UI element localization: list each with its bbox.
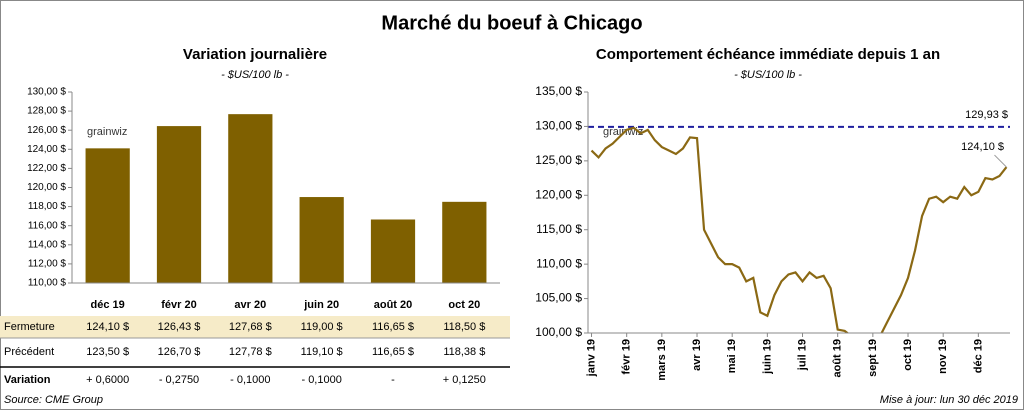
x-tick-label: févr 19 [621,339,633,374]
table-cell: 126,70 $ [158,346,201,358]
table-cell: - [391,374,395,386]
y-tick-label: 118,00 $ [28,201,67,212]
table-cell: 127,68 $ [229,321,272,333]
x-tick-label: juin 20 [303,299,339,311]
row-label: Fermeture [4,321,55,333]
chart-subtitle: - $US/100 lb - [734,69,802,81]
x-tick-label: avr 20 [234,299,266,311]
x-tick-label: sept 19 [867,339,879,377]
x-tick-label: juin 19 [761,339,773,375]
y-tick-label: 126,00 $ [27,125,66,136]
update-note: Mise à jour: lun 30 déc 2019 [880,394,1018,406]
x-tick-label: janv 19 [585,339,597,377]
table-cell: - 0,1000 [301,374,341,386]
y-tick-label: 135,00 $ [535,84,582,98]
bar [370,219,416,283]
table-cell: 119,10 $ [301,346,343,358]
line [590,126,1008,333]
x-tick-label: déc 19 [972,339,984,373]
chart-title: Variation journalière [183,46,327,63]
table-cell: 126,43 $ [158,321,201,333]
bar [299,197,344,283]
x-tick-label: oct 20 [448,299,480,311]
table-cell: 118,38 $ [443,346,485,358]
y-tick-label: 110,00 $ [536,256,582,270]
chart-title: Comportement échéance immédiate depuis 1… [596,46,940,63]
x-tick-label: mai 19 [726,339,738,373]
y-tick-label: 112,00 $ [28,259,67,270]
bar [156,126,202,283]
row-highlight [0,316,510,338]
x-tick-label: avr 19 [691,339,703,371]
y-tick-label: 125,00 $ [535,153,582,167]
watermark: grainwiz [87,126,127,138]
y-tick-label: 110,00 $ [28,278,67,289]
chart-subtitle: - $US/100 lb - [221,69,289,81]
reference-label: 129,93 $ [965,109,1008,121]
y-tick-label: 116,00 $ [28,220,67,231]
y-tick-label: 128,00 $ [27,106,66,117]
row-label: Variation [4,374,51,386]
table-cell: - 0,2750 [159,374,199,386]
table-cell: 118,50 $ [443,321,485,333]
bar [442,201,487,283]
x-tick-label: févr 20 [161,299,196,311]
bar [228,114,273,283]
y-tick-label: 105,00 $ [535,291,582,305]
y-tick-label: 100,00 $ [535,325,582,339]
y-tick-label: 122,00 $ [27,163,66,174]
leader [994,154,1007,168]
x-tick-label: août 19 [832,339,844,378]
y-tick-label: 130,00 $ [535,119,582,133]
y-tick-label: 115,00 $ [536,222,582,236]
table-cell: 116,65 $ [372,346,414,358]
source: Source: CME Group [4,394,103,406]
y-tick-label: 120,00 $ [27,182,66,193]
x-tick-label: juil 19 [796,339,808,371]
table-cell: + 0,1250 [443,374,486,386]
table-cell: 119,00 $ [301,321,343,333]
row-label: Précédent [4,346,54,358]
x-tick-label: nov 19 [937,339,949,374]
table-cell: + 0,6000 [86,374,129,386]
x-tick-label: oct 19 [902,339,914,371]
y-tick-label: 124,00 $ [27,144,66,155]
table-cell: 123,50 $ [86,346,129,358]
y-tick-label: 130,00 $ [27,87,66,98]
y-tick-label: 120,00 $ [535,187,582,201]
table-cell: 127,78 $ [229,346,272,358]
main-title: Marché du boeuf à Chicago [381,12,642,34]
table-cell: 124,10 $ [86,321,129,333]
bar [85,148,130,283]
table-cell: 116,65 $ [372,321,414,333]
x-tick-label: août 20 [374,299,413,311]
last-label: 124,10 $ [961,141,1004,153]
y-tick-label: 114,00 $ [28,239,67,250]
table-cell: - 0,1000 [230,374,270,386]
x-tick-label: mars 19 [656,339,668,381]
x-tick-label: déc 19 [91,299,125,311]
